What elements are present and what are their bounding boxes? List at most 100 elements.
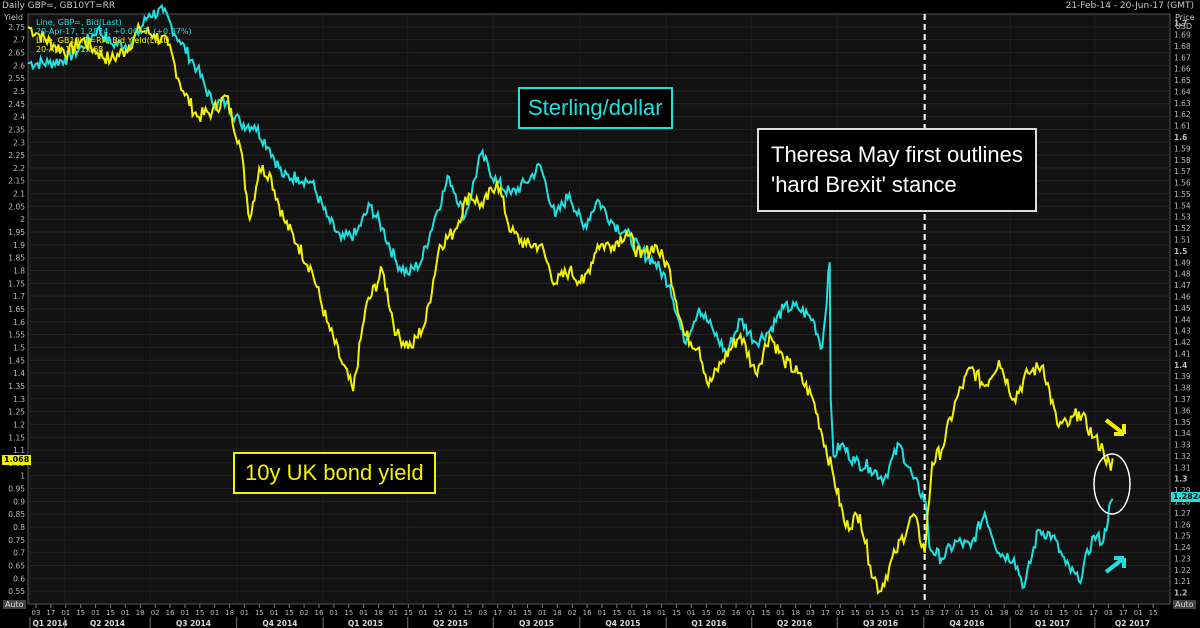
- left-tick-label: 0.75: [8, 536, 25, 545]
- left-tick-label: 1.7: [13, 292, 25, 301]
- x-day-label: 17: [940, 609, 949, 617]
- right-tick-label: 1.58: [1174, 156, 1191, 165]
- left-tick-label: 1: [20, 472, 25, 481]
- right-tick-label: 1.26: [1174, 520, 1191, 529]
- left-tick-label: 1.75: [8, 279, 25, 288]
- x-quarter-label: Q3 2014: [176, 619, 211, 628]
- x-day-label: 02: [717, 609, 726, 617]
- left-tick-label: 1.45: [8, 356, 25, 365]
- auto-right-button[interactable]: Auto: [1173, 600, 1196, 609]
- right-tick-label: 1.56: [1174, 179, 1191, 188]
- x-quarter-label: Q2 2017: [1115, 619, 1150, 628]
- right-tick-label: 1.41: [1174, 349, 1191, 358]
- right-tick-label: 1.45: [1174, 304, 1191, 313]
- right-tick-label: 1.33: [1174, 441, 1191, 450]
- right-tick-label: 1.22: [1174, 566, 1191, 575]
- right-tick-label: 1.47: [1174, 281, 1191, 290]
- highlight-ellipse: [1093, 453, 1131, 515]
- left-axis-title: Yield: [4, 13, 24, 22]
- x-quarter-label: Q4 2015: [605, 619, 640, 628]
- gbp-value-chip: 1.2824: [1171, 492, 1200, 502]
- left-tick-label: 0.85: [8, 510, 25, 519]
- right-tick-label: 1.55: [1174, 190, 1191, 199]
- x-day-label: 15: [106, 609, 115, 617]
- right-tick-label: 1.4: [1174, 361, 1187, 370]
- x-day-label: 01: [359, 609, 368, 617]
- x-day-label: 01: [776, 609, 785, 617]
- right-tick-label: 1.34: [1174, 429, 1191, 438]
- left-tick-label: 1.8: [13, 267, 25, 276]
- left-tick-label: 2.15: [8, 177, 25, 186]
- x-day-label: 17: [1119, 609, 1128, 617]
- left-tick-label: 1.3: [13, 395, 25, 404]
- right-tick-label: 1.42: [1174, 338, 1191, 347]
- right-tick-label: 1.2: [1174, 589, 1187, 598]
- right-tick-label: 1.29: [1174, 486, 1191, 495]
- x-day-label: 01: [61, 609, 70, 617]
- x-day-label: 02: [151, 609, 160, 617]
- x-day-label: 01: [746, 609, 755, 617]
- x-day-label: 18: [225, 609, 234, 617]
- x-day-label: 01: [1074, 609, 1083, 617]
- left-tick-label: 1.5: [13, 343, 25, 352]
- x-quarter-label: Q1 2014: [32, 619, 67, 628]
- left-tick-label: 1.85: [8, 254, 25, 263]
- x-day-label: 03: [478, 609, 487, 617]
- x-day-label: 03: [925, 609, 934, 617]
- x-day-label: 18: [1000, 609, 1009, 617]
- x-day-label: 15: [523, 609, 532, 617]
- right-tick-label: 1.61: [1174, 122, 1191, 131]
- right-tick-label: 1.43: [1174, 327, 1191, 336]
- left-tick-label: 2.55: [8, 74, 25, 83]
- x-day-label: 15: [612, 609, 621, 617]
- legend-gbp-value: 20-Apr-17, 1.2824, +0.0047, (+0.37%): [36, 27, 192, 36]
- right-axis-title-2: USD: [1175, 22, 1193, 31]
- x-quarter-label: Q2 2014: [90, 619, 125, 628]
- right-tick-label: 1.31: [1174, 463, 1191, 472]
- legend-yield-name: Line, GB10YT=RR, Bid Yield(Last): [36, 36, 170, 45]
- x-quarter-label: Q1 2015: [348, 619, 383, 628]
- x-day-label: 01: [449, 609, 458, 617]
- x-day-label: 01: [1134, 609, 1143, 617]
- x-day-label: 15: [463, 609, 472, 617]
- x-day-label: 01: [1044, 609, 1053, 617]
- right-tick-label: 1.44: [1174, 315, 1191, 324]
- right-tick-label: 1.68: [1174, 42, 1191, 51]
- event-annotation-line2: 'hard Brexit' stance: [771, 172, 957, 197]
- right-tick-label: 1.48: [1174, 270, 1191, 279]
- x-quarter-label: Q3 2015: [519, 619, 554, 628]
- x-day-label: 01: [329, 609, 338, 617]
- x-day-label: 01: [866, 609, 875, 617]
- x-day-label: 15: [285, 609, 294, 617]
- left-tick-label: 0.7: [13, 549, 25, 558]
- x-day-label: 01: [91, 609, 100, 617]
- left-tick-label: 0.9: [13, 497, 25, 506]
- x-quarter-label: Q3 2016: [863, 619, 898, 628]
- x-day-label: 17: [46, 609, 55, 617]
- event-annotation-line1: Theresa May first outlines: [771, 142, 1023, 167]
- left-tick-label: 2.05: [8, 202, 25, 211]
- right-tick-label: 1.62: [1174, 110, 1191, 119]
- x-day-label: 01: [895, 609, 904, 617]
- x-day-label: 16: [166, 609, 175, 617]
- x-day-label: 17: [493, 609, 502, 617]
- x-day-label: 15: [404, 609, 413, 617]
- x-day-label: 16: [732, 609, 741, 617]
- x-axis: 03 17 01 15 01 15 01 18 02 16 01 15 01 18 01 15 01 15 02 16…: [29, 604, 1158, 628]
- auto-left-button[interactable]: Auto: [3, 600, 26, 609]
- left-tick-label: 1.25: [8, 408, 25, 417]
- left-tick-label: 2.5: [13, 87, 25, 96]
- right-tick-label: 1.36: [1174, 406, 1191, 415]
- x-day-label: 01: [419, 609, 428, 617]
- left-tick-label: 2.2: [13, 164, 25, 173]
- x-quarter-label: Q1 2016: [691, 619, 726, 628]
- x-day-label: 15: [851, 609, 860, 617]
- down-arrow-icon: [1104, 418, 1126, 436]
- x-day-label: 01: [240, 609, 249, 617]
- x-day-label: 01: [508, 609, 517, 617]
- right-tick-label: 1.23: [1174, 554, 1191, 563]
- legend-gbp-name: Line, GBP=, Bid(Last): [36, 18, 122, 27]
- left-tick-label: 0.8: [13, 523, 25, 532]
- x-day-label: 15: [1149, 609, 1158, 617]
- x-day-label: 03: [32, 609, 41, 617]
